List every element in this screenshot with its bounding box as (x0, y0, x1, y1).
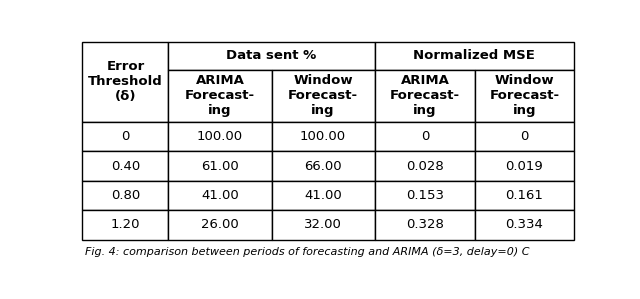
Bar (168, 151, 271, 181)
Bar (374, 70, 476, 122)
Text: 1.20: 1.20 (111, 218, 140, 231)
Text: 0.161: 0.161 (506, 189, 543, 202)
Text: 0: 0 (520, 130, 529, 143)
Text: Fig. 4: comparison between periods of forecasting and ARIMA (δ=3, delay=0) C: Fig. 4: comparison between periods of fo… (85, 247, 529, 257)
Text: 0.019: 0.019 (506, 159, 543, 173)
Bar (168, 122, 271, 151)
Bar (476, 210, 573, 239)
Text: 0.40: 0.40 (111, 159, 140, 173)
Text: 61.00: 61.00 (201, 159, 239, 173)
Text: Error
Threshold
(δ): Error Threshold (δ) (88, 60, 163, 103)
Text: 0: 0 (420, 130, 429, 143)
Text: Normalized MSE: Normalized MSE (413, 49, 535, 62)
Bar (374, 210, 476, 239)
Bar (271, 181, 374, 210)
Text: 0.80: 0.80 (111, 189, 140, 202)
Text: 32.00: 32.00 (304, 218, 342, 231)
Bar (374, 42, 573, 70)
Text: 0: 0 (121, 130, 130, 143)
Text: Window
Forecast-
ing: Window Forecast- ing (288, 74, 358, 117)
Text: 100.00: 100.00 (300, 130, 346, 143)
Text: Data sent %: Data sent % (227, 49, 317, 62)
Bar (476, 122, 573, 151)
Bar (168, 210, 271, 239)
Text: 0.153: 0.153 (406, 189, 444, 202)
Bar (476, 151, 573, 181)
Text: 66.00: 66.00 (304, 159, 342, 173)
Text: 41.00: 41.00 (201, 189, 239, 202)
Bar (476, 70, 573, 122)
Bar (271, 210, 374, 239)
Text: 100.00: 100.00 (197, 130, 243, 143)
Text: ARIMA
Forecast-
ing: ARIMA Forecast- ing (390, 74, 460, 117)
Text: 0.328: 0.328 (406, 218, 444, 231)
Bar (271, 151, 374, 181)
Text: 0.334: 0.334 (506, 218, 543, 231)
Text: 0.028: 0.028 (406, 159, 444, 173)
Bar (271, 122, 374, 151)
Bar (83, 210, 168, 239)
Bar (168, 70, 271, 122)
Bar (374, 122, 476, 151)
Bar (374, 151, 476, 181)
Bar (168, 181, 271, 210)
Bar (83, 122, 168, 151)
Bar (271, 70, 374, 122)
Bar (83, 181, 168, 210)
Text: ARIMA
Forecast-
ing: ARIMA Forecast- ing (185, 74, 255, 117)
Bar (83, 42, 168, 122)
Text: 41.00: 41.00 (304, 189, 342, 202)
Bar (168, 42, 374, 70)
Text: 26.00: 26.00 (201, 218, 239, 231)
Bar (476, 181, 573, 210)
Bar (83, 151, 168, 181)
Text: Window
Forecast-
ing: Window Forecast- ing (490, 74, 559, 117)
Bar (374, 181, 476, 210)
